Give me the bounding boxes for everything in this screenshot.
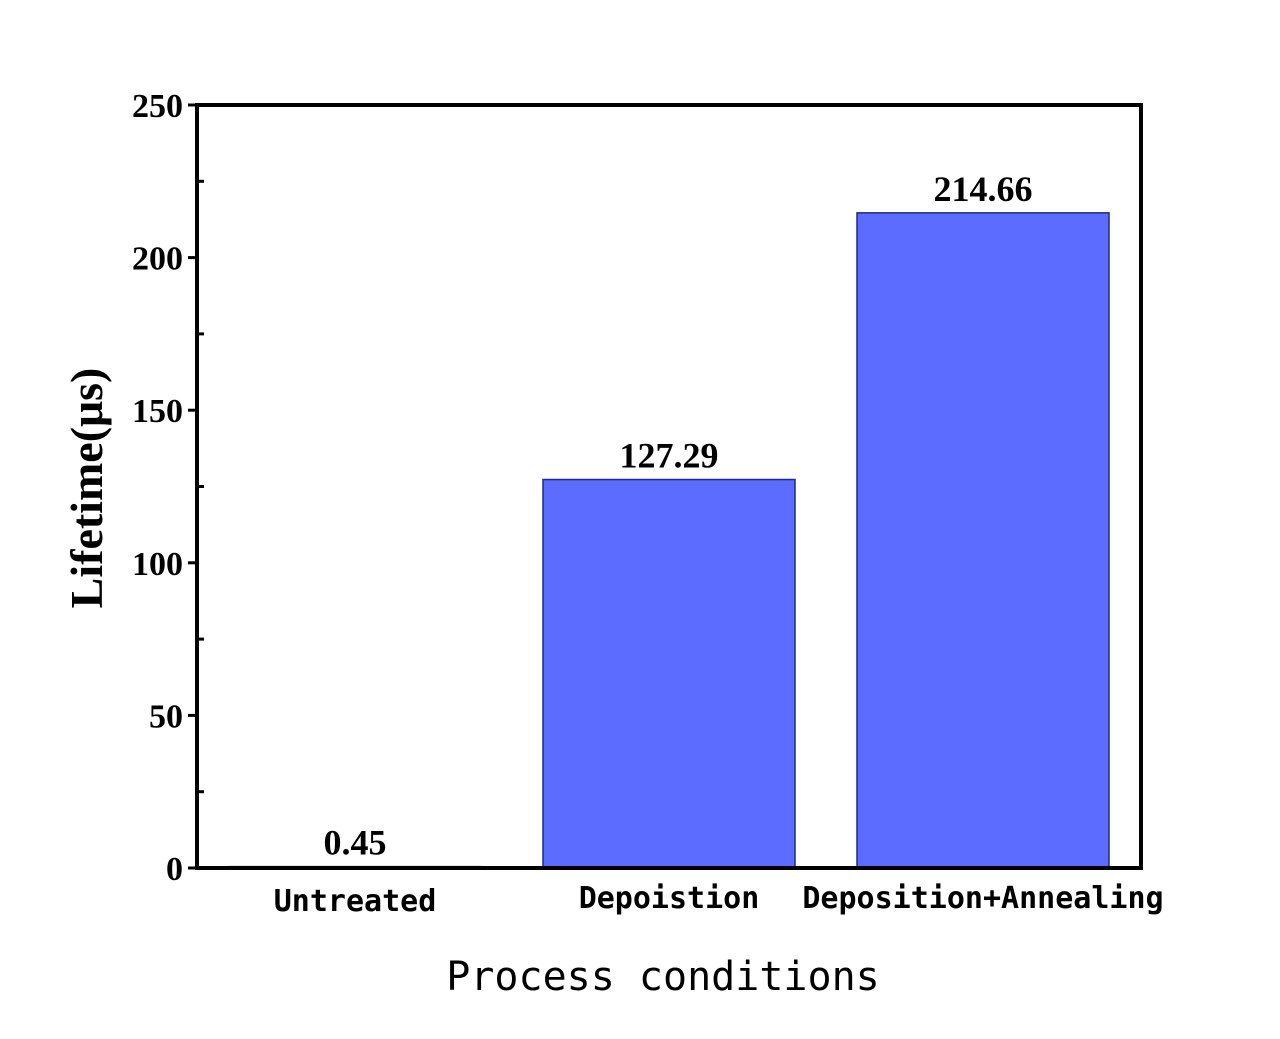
y-tick-label: 200 (132, 241, 183, 278)
value-labels-group: 0.45 127.29 214.66 (324, 169, 1033, 863)
bar-value-label: 214.66 (934, 169, 1033, 209)
x-tick-label: Untreated (274, 884, 437, 919)
y-axis-ticks: 0 50 100 150 200 250 (132, 88, 204, 888)
y-axis-title: Lifetime(μs) (61, 368, 112, 609)
y-tick-label: 250 (132, 88, 183, 125)
x-tick-label: Depoistion (579, 881, 760, 916)
x-axis-title: Process conditions (446, 954, 879, 1000)
y-tick-label: 50 (149, 698, 183, 735)
x-tick-label: Deposition+Annealing (802, 881, 1163, 916)
bar-deposition-annealing (856, 212, 1110, 869)
bar-value-label: 127.29 (620, 436, 719, 476)
bar-value-label: 0.45 (324, 823, 387, 863)
x-axis-category-labels: Untreated Depoistion Deposition+Annealing (274, 881, 1164, 919)
y-tick-label: 100 (132, 546, 183, 583)
bar-depoistion (542, 478, 796, 869)
bars-group (228, 212, 1110, 869)
y-tick-label: 0 (166, 851, 183, 888)
y-tick-label: 150 (132, 393, 183, 430)
